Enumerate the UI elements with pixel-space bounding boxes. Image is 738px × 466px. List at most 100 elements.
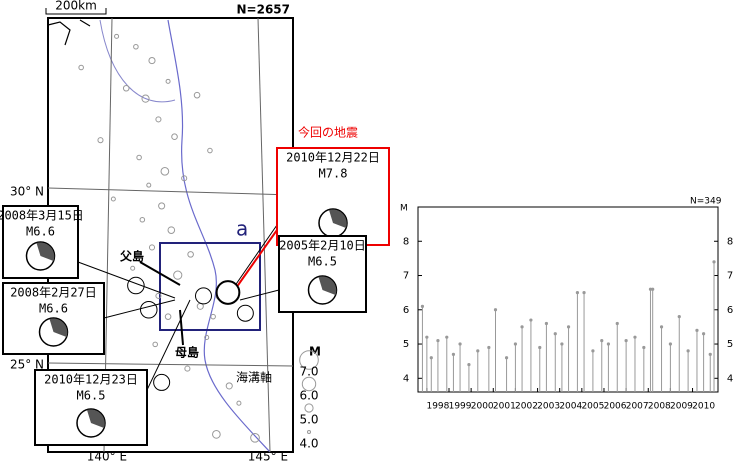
stem-head xyxy=(420,304,425,308)
x-tick-label: 1999 xyxy=(449,402,472,412)
epicenter xyxy=(133,43,139,50)
stem-head xyxy=(445,335,449,339)
trench-line xyxy=(167,19,271,453)
lon-line xyxy=(257,17,271,453)
epicenter xyxy=(236,400,242,406)
epicenter xyxy=(153,373,171,391)
focal-mechanism-fill xyxy=(49,318,68,337)
callout-date: 2008年2月27日 xyxy=(10,286,97,300)
stem-head xyxy=(600,339,604,343)
focal-mechanism-fill xyxy=(87,409,105,428)
epicenter xyxy=(194,287,212,305)
place-label: 父島 xyxy=(119,249,144,264)
epicenter xyxy=(236,304,254,322)
stem-head xyxy=(677,315,681,319)
stem-head xyxy=(668,342,672,346)
callout-date: 2010年12月23日 xyxy=(44,373,138,387)
focal-mechanism-fill xyxy=(36,242,55,261)
focal-mechanism-fill xyxy=(329,209,347,228)
epicenter xyxy=(130,265,136,271)
y-axis-label: M xyxy=(400,204,408,214)
stem-head xyxy=(513,342,518,346)
epicenter xyxy=(250,432,260,443)
epicenter xyxy=(212,430,221,439)
epicenter xyxy=(193,91,201,99)
stem-head xyxy=(458,342,462,346)
y-tick-label: 7 xyxy=(727,271,733,282)
lat-line xyxy=(47,362,294,367)
x-tick-label: 2008 xyxy=(648,402,671,412)
legend-circle xyxy=(307,430,311,434)
stem-head xyxy=(624,339,628,343)
legend-label: 5.0 xyxy=(299,413,318,427)
stem-head xyxy=(425,335,429,339)
highlight-label: 今回の地震 xyxy=(298,125,358,140)
stem-head xyxy=(659,325,664,329)
coastline xyxy=(47,19,91,46)
epicenter xyxy=(181,175,188,182)
callout-date: 2008年3月15日 xyxy=(0,209,84,223)
epicenter xyxy=(140,300,158,319)
epicenter xyxy=(158,202,166,210)
x-tick-label: 2006 xyxy=(604,402,627,412)
y-tick-label: 6 xyxy=(727,305,733,316)
epicenter xyxy=(164,313,172,320)
stem-head xyxy=(436,339,440,343)
x-tick-label: 2005 xyxy=(581,402,604,412)
epicenter xyxy=(122,84,130,92)
callout-mag: M6.6 xyxy=(39,302,68,316)
callout-mag: M7.8 xyxy=(319,167,348,181)
y-tick-label: 8 xyxy=(727,236,733,247)
stem-head xyxy=(702,332,706,336)
stem-head xyxy=(553,332,557,336)
stem-head xyxy=(575,291,580,295)
x-tick-label: 2003 xyxy=(537,402,560,412)
stem-head xyxy=(686,349,690,353)
callout-date: 2005年2月10日 xyxy=(279,239,366,253)
callout-mag: M6.5 xyxy=(77,389,106,403)
lon-label: 140° E xyxy=(87,450,127,463)
x-tick-label: 1998 xyxy=(426,402,449,412)
legend-circle xyxy=(301,376,317,392)
stem-head xyxy=(520,325,524,329)
stem-head xyxy=(642,345,646,350)
region-label: a xyxy=(236,217,248,241)
epicenter xyxy=(110,196,116,202)
x-tick-label: 2000 xyxy=(471,402,494,412)
epicenter xyxy=(204,334,210,340)
epicenter xyxy=(155,116,162,123)
epicenter xyxy=(78,64,84,71)
legend-title: M xyxy=(309,345,321,359)
stem-head xyxy=(487,345,491,350)
stem-head xyxy=(615,321,619,326)
legend-circle xyxy=(299,350,319,370)
epicenter xyxy=(148,244,156,251)
epicenter xyxy=(155,292,162,299)
epicenter xyxy=(173,270,183,280)
legend-circle xyxy=(304,403,314,413)
stem-head xyxy=(633,335,637,339)
x-tick-label: 2004 xyxy=(559,402,582,412)
epicenter xyxy=(215,280,241,305)
epicenter xyxy=(146,182,152,188)
lat-label: 30° N xyxy=(10,185,44,199)
y-tick-label: 7 xyxy=(403,271,409,282)
y-tick-label: 5 xyxy=(727,339,733,350)
chart-title: N=349 xyxy=(690,197,722,207)
epicenter xyxy=(127,276,145,295)
lat-label: 25° N xyxy=(10,358,44,372)
region-box xyxy=(159,242,261,331)
epicenter xyxy=(141,94,150,103)
stem-head xyxy=(429,356,433,360)
connector xyxy=(77,224,280,391)
focal-mechanism-fill xyxy=(318,276,337,295)
y-tick-label: 4 xyxy=(403,373,409,384)
stem-head xyxy=(476,349,480,353)
stem-head xyxy=(544,321,549,326)
epicenter xyxy=(165,78,171,84)
y-tick-label: 5 xyxy=(403,339,409,350)
epicenter xyxy=(160,166,170,176)
plot-frame xyxy=(417,206,719,393)
legend-label: 7.0 xyxy=(299,365,318,379)
